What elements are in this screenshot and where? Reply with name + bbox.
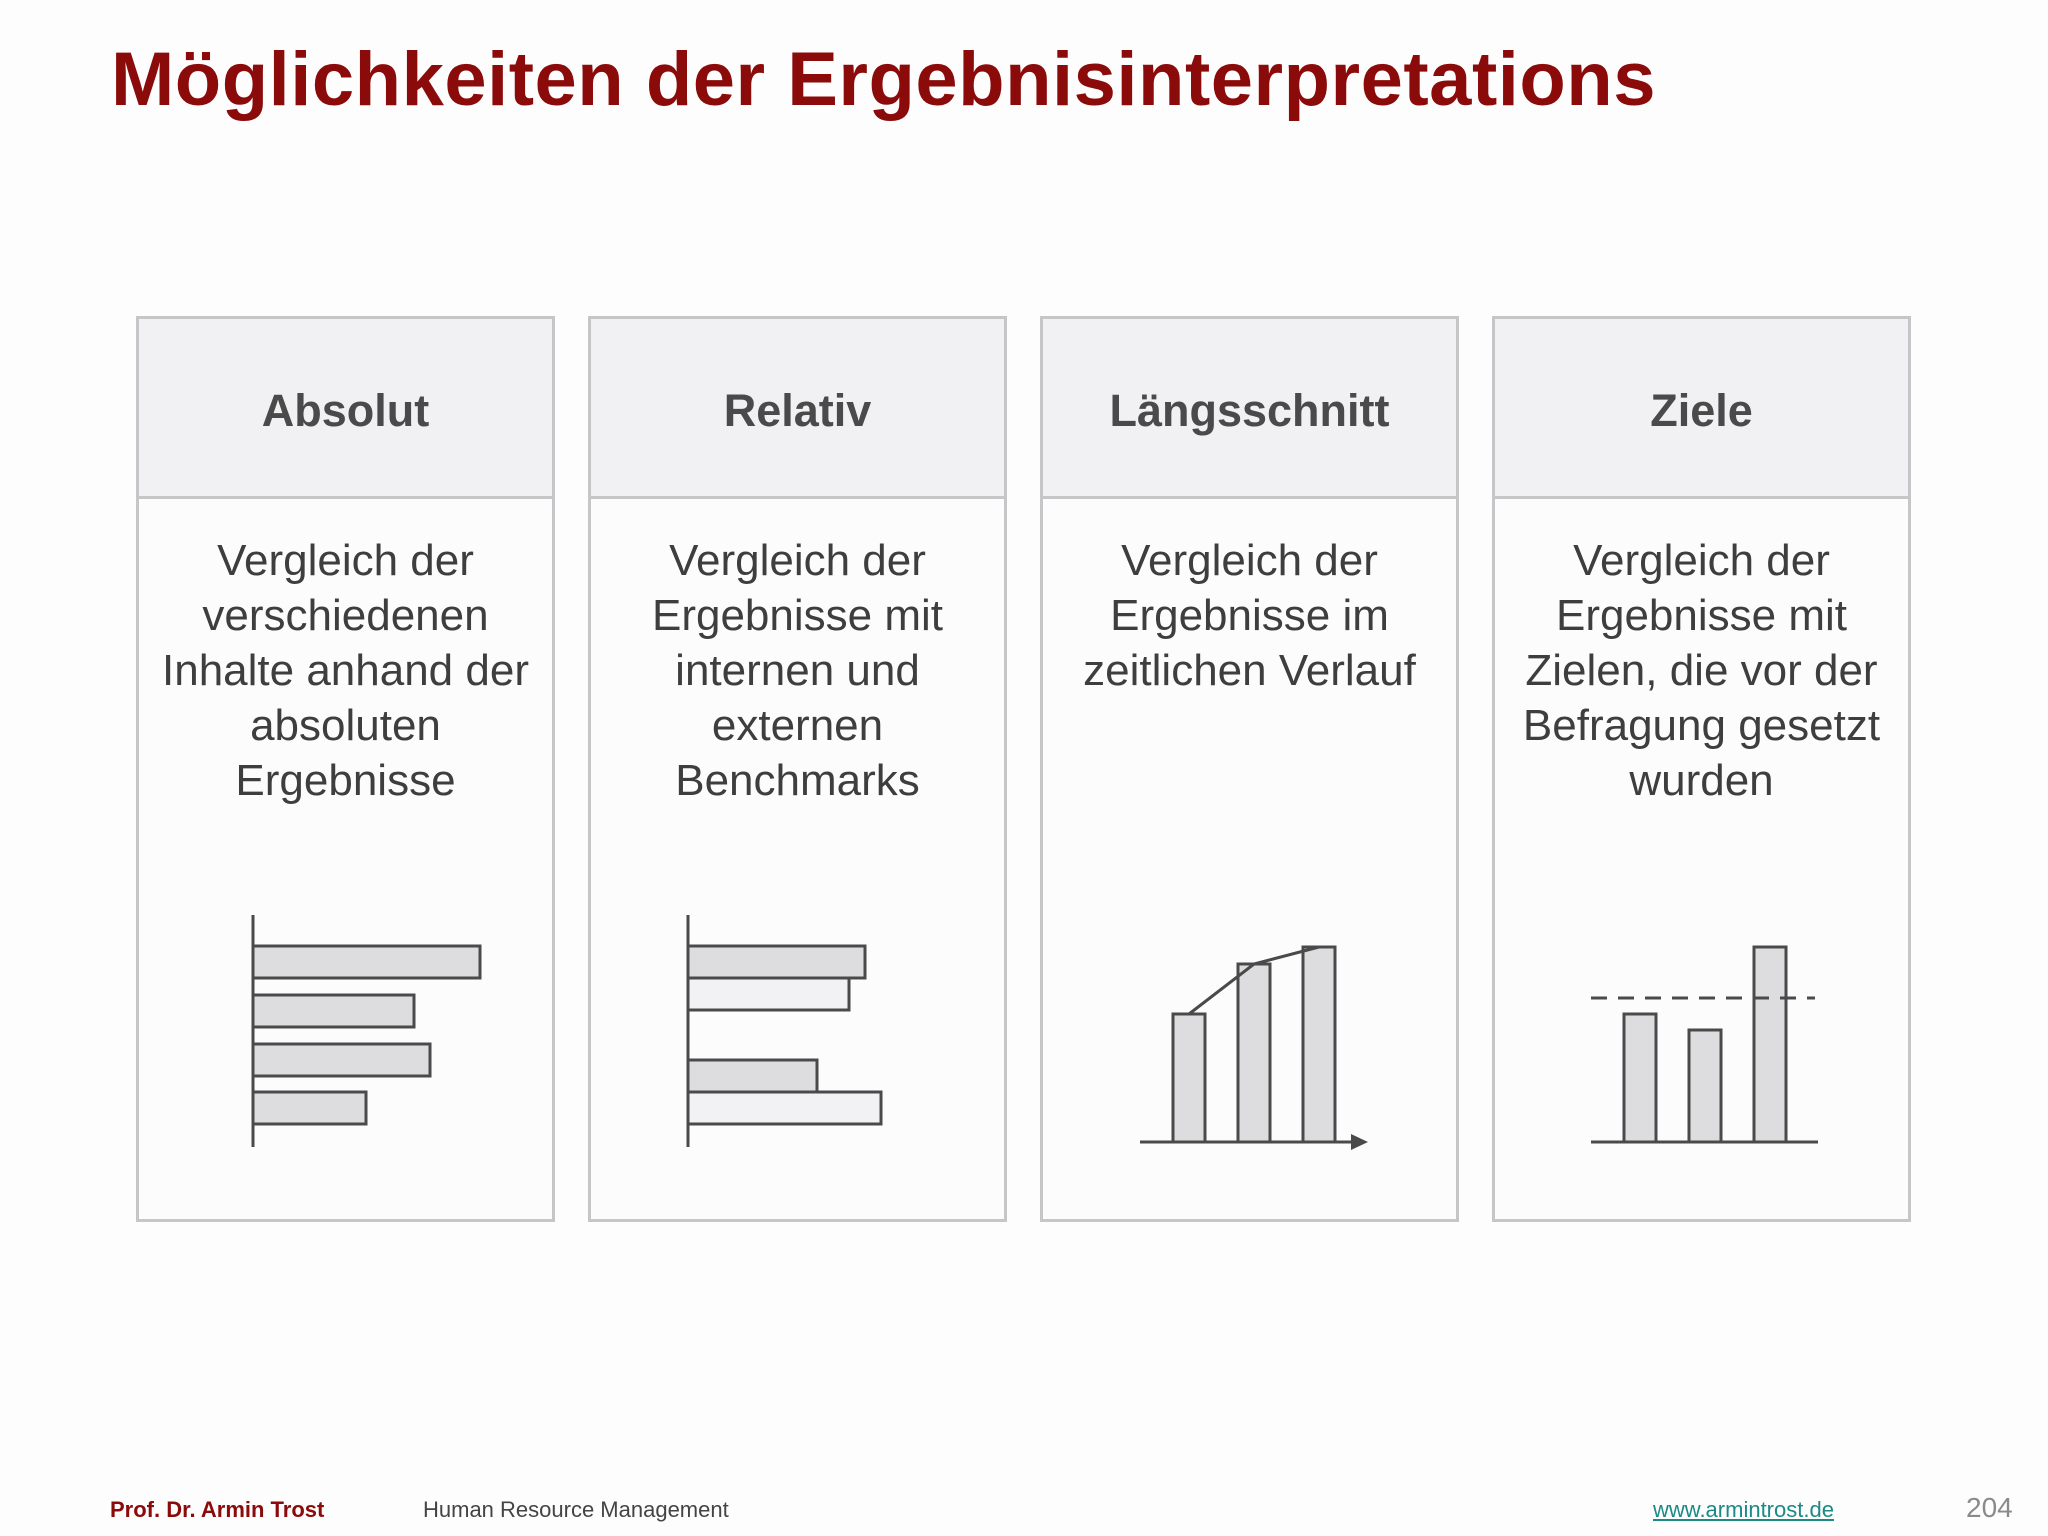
footer-author: Prof. Dr. Armin Trost: [110, 1497, 325, 1522]
card-description: Vergleich der verschiedenen Inhalte anha…: [162, 536, 529, 805]
card-header: Längsschnitt: [1043, 319, 1456, 499]
card-title: Absolut: [261, 384, 430, 436]
website-link[interactable]: www.armintrost.de: [1653, 1497, 1834, 1522]
card-title: Relativ: [723, 384, 872, 436]
card-header: Absolut: [139, 319, 552, 499]
card-laengsschnitt: Längsschnitt Vergleich der Ergebnisse im…: [1040, 316, 1459, 1222]
horizontal-bar-chart-icon: [251, 915, 482, 1147]
slide-title: Möglichkeiten der Ergebnisinterpretation…: [111, 37, 1656, 122]
card-description: Vergleich der Ergebnisse mit Zielen, die…: [1522, 536, 1881, 805]
page-number: 204: [1966, 1492, 2013, 1523]
footer-course: Human Resource Management: [423, 1497, 729, 1522]
card-absolut: Absolut Vergleich der verschiedenen Inha…: [136, 316, 555, 1222]
target-bar-chart-icon: [1591, 945, 1818, 1144]
card-description: Vergleich der Ergebnisse im zeitlichen V…: [1083, 536, 1416, 695]
card-title: Ziele: [1650, 384, 1753, 436]
card-description: Vergleich der Ergebnisse mit internen un…: [651, 536, 943, 805]
card-header: Ziele: [1495, 319, 1908, 499]
card-title: Längsschnitt: [1109, 384, 1390, 436]
card-ziele: Ziele Vergleich der Ergebnisse mit Ziele…: [1492, 316, 1911, 1222]
card-relativ: Relativ Vergleich der Ergebnisse mit int…: [588, 316, 1007, 1222]
card-header: Relativ: [591, 319, 1004, 499]
trend-bar-chart-icon: [1140, 945, 1368, 1150]
paired-bar-chart-icon: [686, 915, 883, 1147]
